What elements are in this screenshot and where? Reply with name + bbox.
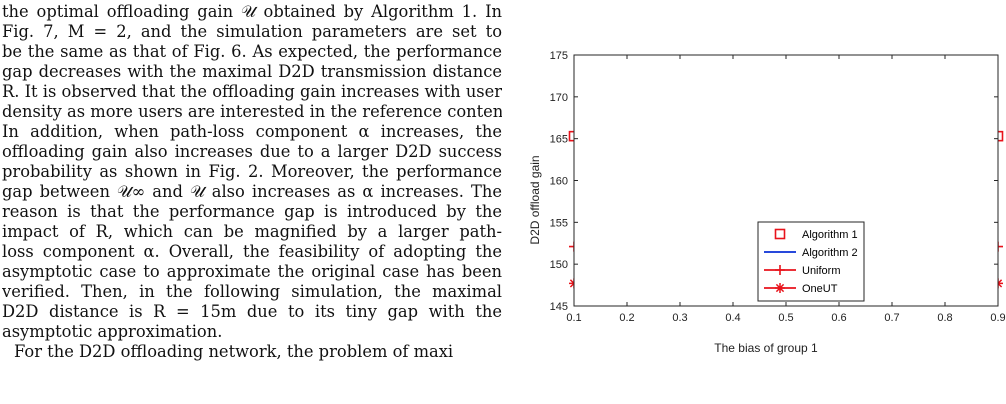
y-axis-label: D2D offload gain bbox=[528, 155, 542, 244]
text-line: reason is that the performance gap is in… bbox=[2, 202, 502, 221]
text-line: D2D distance is R = 15m due to its tiny … bbox=[2, 302, 502, 321]
y-tick-label: 170 bbox=[550, 92, 568, 104]
text-line: Fig. 7, M = 2, and the simulation parame… bbox=[2, 22, 502, 41]
text-line: offloading gain also increases due to a … bbox=[2, 142, 502, 161]
x-tick-label: 0.7 bbox=[884, 312, 899, 324]
text-line: probability as shown in Fig. 2. Moreover… bbox=[2, 162, 502, 181]
legend-label-oneut: OneUT bbox=[802, 283, 838, 295]
legend-marker-uniform bbox=[775, 265, 785, 275]
text-line: asymptotic case to approximate the origi… bbox=[2, 262, 502, 281]
legend-marker-oneut-shape bbox=[775, 283, 785, 293]
legend-marker-algorithm-1-shape bbox=[774, 228, 786, 240]
text-line: For the D2D offloading network, the prob… bbox=[14, 342, 454, 361]
chart: 0.1 0.2 0.3 0.4 0.5 0.6 0.7 0.8 0.9 145 150 155 160 1… bbox=[528, 40, 1006, 404]
text-line: In addition, when path-loss component α … bbox=[2, 122, 502, 141]
legend-marker-uniform-shape bbox=[775, 265, 785, 275]
text-line: the optimal offloading gain 𝒰 obtained b… bbox=[2, 2, 502, 21]
text-line: gap between 𝒰∞ and 𝒰 also increases as α… bbox=[2, 182, 502, 201]
y-tick-label: 155 bbox=[550, 217, 568, 229]
text-line: verified. Then, in the following simulat… bbox=[2, 282, 502, 301]
x-tick-label: 0.8 bbox=[937, 312, 952, 324]
legend-label-algorithm-2: Algorithm 2 bbox=[802, 247, 858, 259]
body-text: the optimal offloading gain 𝒰 obtained b… bbox=[2, 2, 502, 362]
y-tick-label: 150 bbox=[550, 259, 568, 271]
x-tick-label: 0.3 bbox=[672, 312, 687, 324]
y-tick-label: 160 bbox=[550, 176, 568, 188]
legend-label-uniform: Uniform bbox=[802, 265, 841, 277]
text-line: density as more users are interested in … bbox=[2, 102, 502, 121]
x-tick-label: 0.1 bbox=[566, 312, 581, 324]
x-tick-label: 0.5 bbox=[778, 312, 793, 324]
legend-marker-algorithm-1 bbox=[774, 228, 786, 240]
chart-svg: 0.1 0.2 0.3 0.4 0.5 0.6 0.7 0.8 0.9 145 150 155 160 1… bbox=[528, 50, 1006, 355]
x-tick-label: 0.2 bbox=[619, 312, 634, 324]
x-tick-label: 0.9 bbox=[990, 312, 1005, 324]
x-tick-label: 0.6 bbox=[831, 312, 846, 324]
y-tick-label: 145 bbox=[550, 301, 568, 313]
y-tick-label: 165 bbox=[550, 134, 568, 146]
legend: Algorithm 1 Algorithm 2 Uniform OneUT bbox=[757, 221, 865, 302]
text-line: asymptotic approximation. bbox=[2, 322, 223, 341]
text-line: loss component α. Overall, the feasibili… bbox=[2, 242, 502, 261]
text-line: impact of R, which can be magnified by a… bbox=[2, 222, 502, 241]
legend-marker-oneut bbox=[775, 283, 785, 293]
text-line: be the same as that of Fig. 6. As expect… bbox=[2, 42, 502, 61]
y-tick-label: 175 bbox=[550, 50, 568, 62]
x-axis-label: The bias of group 1 bbox=[714, 341, 818, 355]
text-line: gap decreases with the maximal D2D trans… bbox=[2, 62, 502, 81]
legend-label-algorithm-1: Algorithm 1 bbox=[802, 229, 858, 241]
x-tick-label: 0.4 bbox=[725, 312, 740, 324]
text-line: R. It is observed that the offloading ga… bbox=[2, 82, 502, 101]
